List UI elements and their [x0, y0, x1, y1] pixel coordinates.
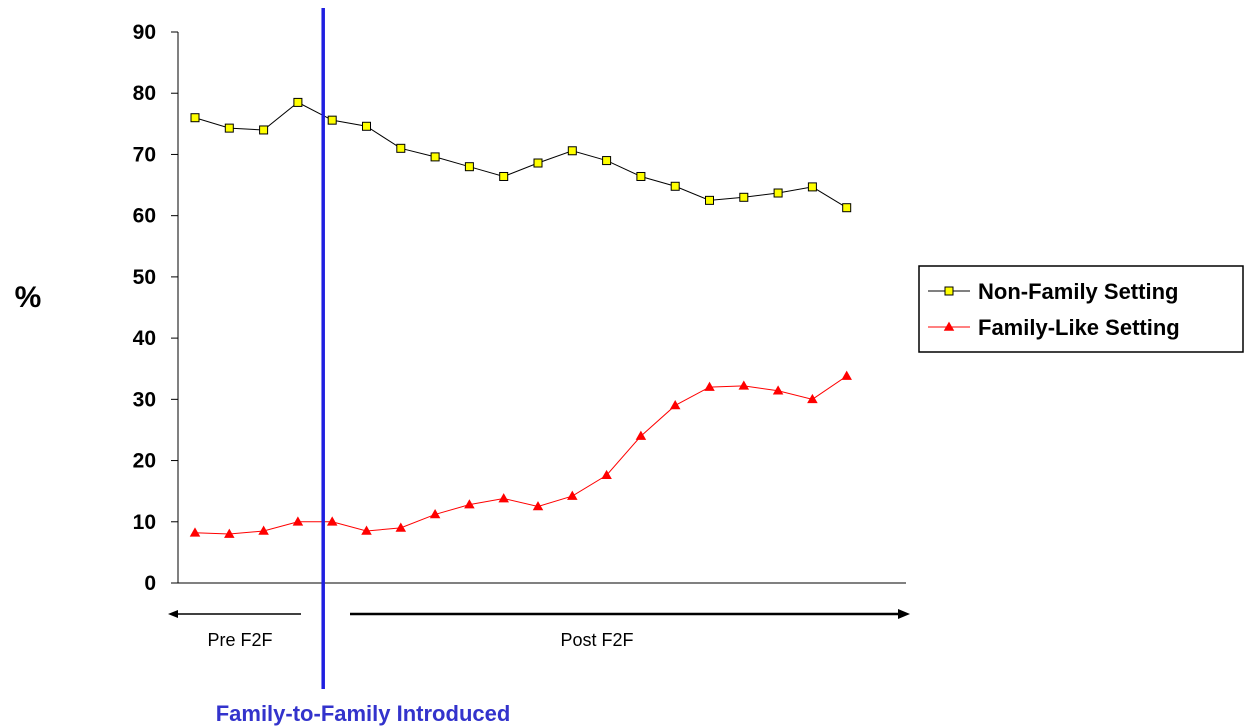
- data-point: [498, 493, 509, 503]
- data-point: [773, 188, 783, 198]
- axes: [177, 32, 906, 584]
- series-family-like-setting: [189, 370, 852, 538]
- legend-item: Non-Family Setting: [928, 279, 1178, 304]
- data-point: [326, 516, 338, 526]
- data-point: [259, 125, 269, 135]
- period-arrows: [168, 609, 910, 619]
- data-point: [670, 181, 680, 191]
- legend-label: Non-Family Setting: [978, 279, 1178, 304]
- data-point: [738, 380, 750, 390]
- data-point: [807, 182, 817, 192]
- y-tick-label: 60: [133, 205, 156, 228]
- legend-item: Family-Like Setting: [928, 315, 1180, 340]
- data-point: [361, 525, 372, 535]
- y-tick-label: 0: [144, 572, 156, 595]
- data-point: [533, 158, 543, 168]
- y-axis-ticks: 0 10 20 30 40 50 60 70 80 90: [133, 21, 178, 595]
- series-line: [194, 375, 847, 535]
- data-point: [842, 203, 852, 213]
- data-point: [841, 370, 852, 380]
- data-point: [532, 501, 544, 511]
- data-point: [189, 527, 201, 537]
- pre-period-arrowhead: [168, 610, 178, 618]
- data-point: [704, 381, 715, 391]
- series-line: [194, 101, 847, 209]
- data-point: [327, 115, 337, 125]
- data-point: [190, 113, 200, 123]
- post-period-arrowhead: [898, 609, 910, 619]
- data-point: [499, 171, 509, 181]
- data-point: [636, 171, 646, 181]
- data-point: [292, 516, 304, 526]
- y-tick-label: 40: [133, 327, 156, 350]
- data-point: [601, 469, 612, 480]
- data-point: [362, 121, 371, 131]
- data-point: [464, 499, 475, 509]
- y-tick-label: 90: [133, 21, 156, 44]
- data-point: [396, 143, 406, 153]
- data-point: [807, 393, 818, 404]
- data-point: [429, 509, 441, 519]
- y-tick-label: 80: [133, 82, 156, 105]
- data-point: [430, 152, 440, 162]
- data-point: [258, 525, 269, 535]
- y-tick-label: 10: [133, 511, 156, 534]
- series-layer: [189, 97, 852, 538]
- data-point: [224, 528, 235, 538]
- data-point: [635, 430, 647, 440]
- data-point: [705, 195, 714, 205]
- data-point: [293, 97, 303, 107]
- intervention-label: Family-to-Family Introduced: [216, 701, 511, 726]
- data-point: [772, 385, 784, 395]
- data-point: [739, 192, 749, 202]
- y-tick-label: 70: [133, 143, 156, 166]
- data-point: [224, 123, 234, 133]
- data-point: [567, 490, 578, 500]
- y-tick-label: 50: [133, 266, 156, 289]
- data-point: [567, 146, 577, 156]
- data-point: [464, 162, 474, 172]
- data-point: [602, 156, 612, 166]
- data-point: [943, 321, 955, 331]
- pre-period-label: Pre F2F: [207, 630, 272, 650]
- series-non-family-setting: [190, 97, 852, 213]
- y-tick-label: 30: [133, 388, 156, 411]
- y-axis-label: %: [15, 281, 42, 314]
- y-tick-label: 20: [133, 450, 156, 473]
- data-point: [395, 522, 407, 532]
- legend: Non-Family Setting Family-Like Setting: [918, 265, 1244, 353]
- data-point: [944, 286, 954, 296]
- legend-label: Family-Like Setting: [978, 315, 1180, 340]
- data-point: [669, 400, 681, 410]
- legend-box: [918, 265, 1244, 353]
- post-period-label: Post F2F: [560, 630, 633, 650]
